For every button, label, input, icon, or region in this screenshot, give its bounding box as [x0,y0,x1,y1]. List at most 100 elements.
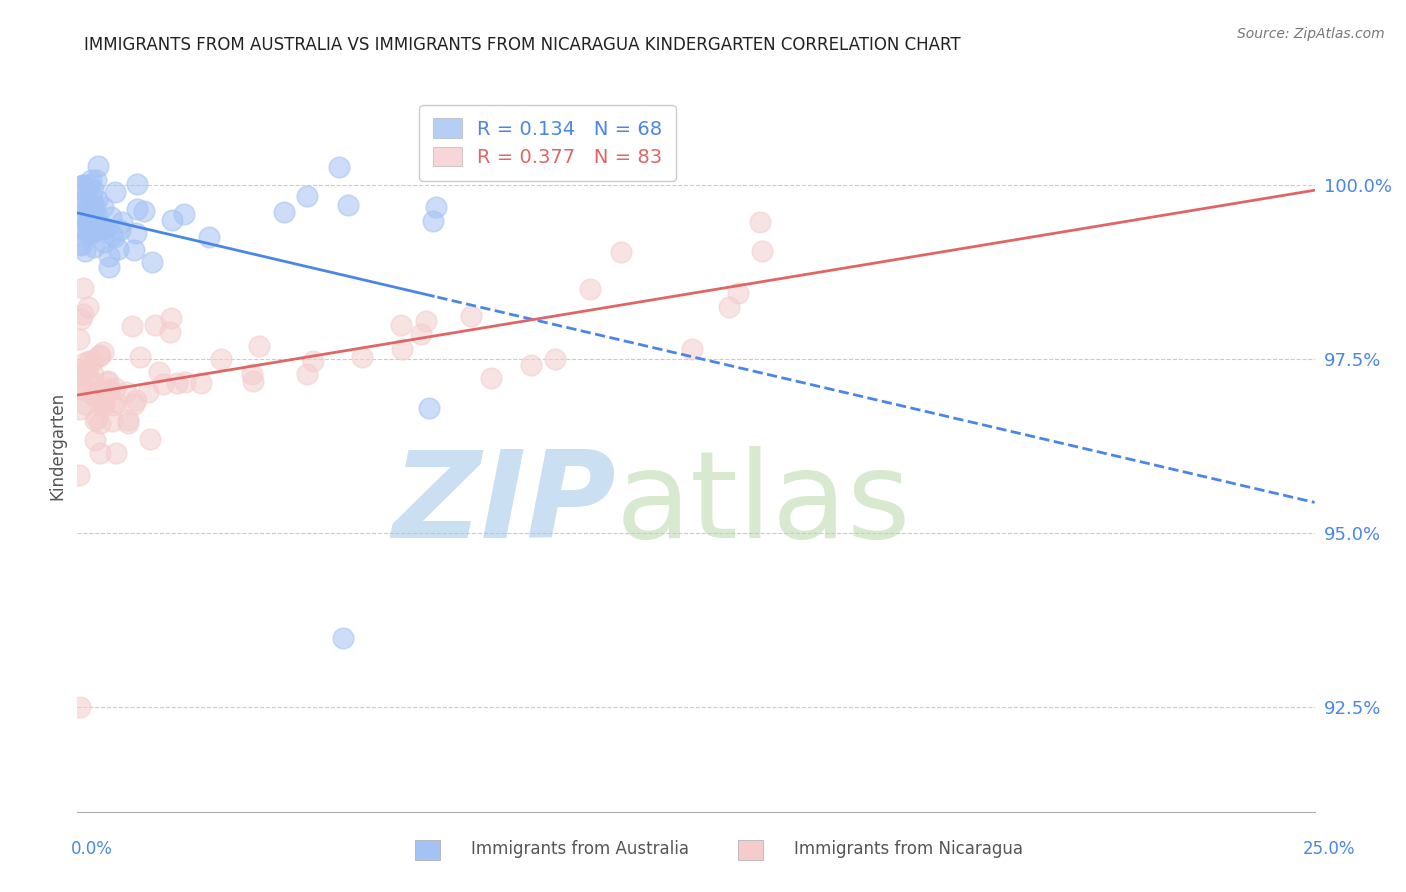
Text: IMMIGRANTS FROM AUSTRALIA VS IMMIGRANTS FROM NICARAGUA KINDERGARTEN CORRELATION : IMMIGRANTS FROM AUSTRALIA VS IMMIGRANTS … [84,36,960,54]
Point [84,219,107,234]
Point [72,178,94,193]
Point [96,375,118,389]
Point [152,377,174,392]
Text: Immigrants from Nicaragua: Immigrants from Nicaragua [773,840,1024,858]
Point [67,364,90,378]
Point [209,352,232,367]
Point [422,213,444,227]
Point [100,228,122,243]
Point [718,300,741,314]
Point [89,347,111,361]
Point [89,446,111,460]
Point [84,207,107,221]
Point [391,342,413,356]
Point [82,223,104,237]
Text: Immigrants from Australia: Immigrants from Australia [450,840,689,858]
Point [389,318,412,332]
Point [148,365,170,379]
Point [93,235,115,250]
Point [82,375,104,389]
Point [352,351,374,365]
Point [70,311,93,326]
Point [89,219,111,233]
Point [101,398,124,412]
Point [73,356,96,370]
Point [79,202,101,217]
Point [77,202,100,216]
Point [121,318,143,333]
Point [166,376,188,391]
Point [67,197,90,211]
Point [72,307,94,321]
Point [89,416,111,430]
Point [77,206,100,220]
Point [520,359,543,373]
Point [94,221,117,235]
Point [83,240,105,254]
Point [82,198,104,212]
Point [295,367,318,381]
Point [104,185,127,199]
Point [82,367,104,381]
Point [460,309,482,323]
Point [749,215,772,229]
Point [91,400,114,414]
Point [125,178,148,192]
Point [160,213,183,227]
Point [73,397,96,411]
Point [104,446,127,460]
Point [198,229,221,244]
Point [82,183,104,197]
Point [72,281,94,295]
Point [80,173,103,187]
Text: 25.0%: 25.0% [1302,840,1355,858]
Point [83,224,105,238]
Point [72,180,94,194]
Point [67,237,90,252]
Point [132,204,155,219]
Text: ZIP: ZIP [392,446,616,563]
Point [80,387,103,401]
Point [681,342,703,356]
Point [70,368,93,382]
Point [84,390,107,404]
Point [70,237,93,252]
Point [67,222,90,236]
Point [75,212,97,227]
Point [80,226,103,240]
Point [117,413,139,427]
Point [544,351,567,366]
Point [75,384,97,398]
Point [77,178,100,193]
Point [98,260,121,275]
Point [82,205,104,219]
Point [160,311,183,326]
Point [415,314,437,328]
Text: 0.0%: 0.0% [70,840,112,858]
Point [136,385,159,400]
Point [409,327,432,342]
Point [104,380,127,394]
Point [332,631,354,645]
Point [82,219,104,234]
Point [107,242,129,256]
Point [96,384,118,399]
Point [125,202,148,217]
Point [93,395,115,409]
Point [328,160,350,174]
Point [297,188,319,202]
Point [240,367,263,381]
Point [73,199,96,213]
Point [579,281,602,295]
Point [103,230,125,244]
Point [90,393,112,408]
Point [84,413,107,427]
Point [67,467,90,482]
Point [727,286,749,301]
Point [97,375,120,389]
Point [77,354,100,368]
Point [84,433,107,447]
Point [80,224,103,238]
Point [418,401,440,415]
Point [141,255,163,269]
